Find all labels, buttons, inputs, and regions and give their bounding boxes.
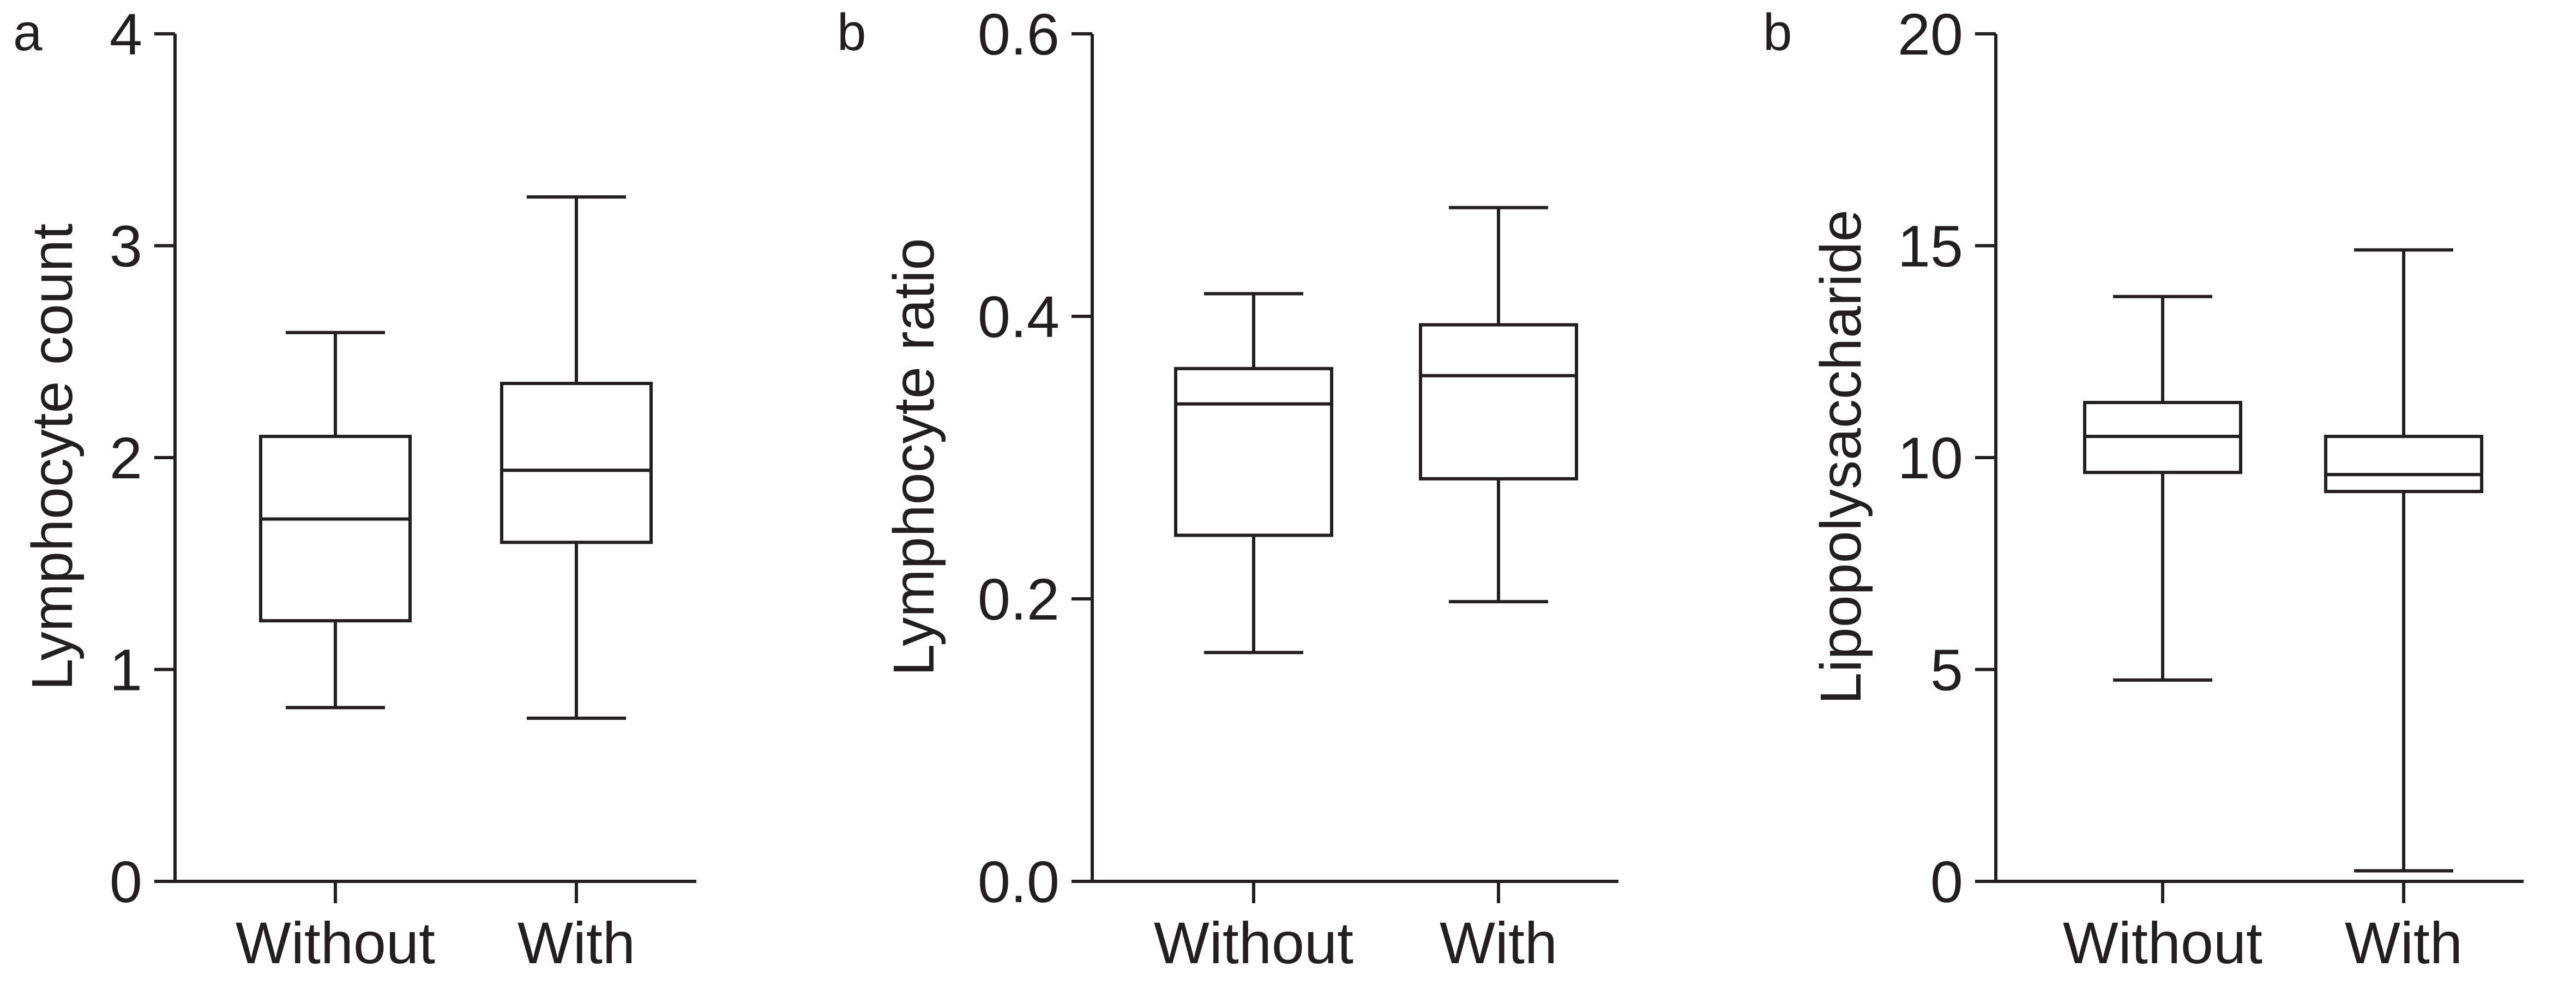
box-without — [259, 331, 412, 710]
y-tick-label: 0 — [110, 849, 142, 915]
iqr-box — [2324, 435, 2483, 494]
y-tick-label: 2 — [110, 425, 142, 491]
iqr-box — [1174, 367, 1333, 537]
panel-2: b 0.0 0.2 0.4 0.6 Lymphocyte ratio Without With — [837, 1, 1618, 976]
y-tick-label: 0.6 — [978, 1, 1060, 67]
y-tick-label: 0 — [1930, 849, 1963, 915]
panel-3: b 0 5 10 15 20 Lipopolysaccharide Without With — [1763, 1, 2524, 976]
x-category-label: Without — [236, 910, 435, 976]
x-category-label: With — [2345, 910, 2463, 976]
x-category-label: With — [517, 910, 635, 976]
box-with — [500, 195, 653, 720]
box-without — [2083, 295, 2242, 682]
y-axis-title: Lipopolysaccharide — [1809, 209, 1873, 704]
box-without — [1174, 292, 1333, 654]
y-tick-label: 20 — [1898, 1, 1963, 67]
box-with — [1419, 206, 1578, 604]
x-category-label: Without — [2063, 910, 2262, 976]
y-tick-label: 0.4 — [978, 284, 1060, 350]
y-tick-label: 0.0 — [978, 849, 1060, 915]
x-category-label: With — [1440, 910, 1557, 976]
y-tick-label: 5 — [1930, 637, 1963, 703]
y-tick-label: 1 — [110, 637, 142, 703]
box-with — [2324, 248, 2483, 873]
y-tick-label: 10 — [1898, 425, 1963, 491]
y-tick-label: 3 — [110, 213, 142, 279]
iqr-box — [1419, 323, 1578, 481]
panel-label: a — [13, 3, 43, 62]
panel-label: b — [1763, 3, 1792, 62]
x-category-label: Without — [1154, 910, 1353, 976]
y-tick-label: 0.2 — [978, 566, 1060, 632]
y-tick-label: 4 — [110, 1, 142, 67]
panel-label: b — [837, 3, 866, 62]
y-tick-label: 15 — [1898, 213, 1963, 279]
iqr-box — [500, 382, 653, 544]
iqr-box — [259, 435, 412, 623]
y-axis-title: Lymphocyte count — [20, 224, 85, 690]
y-axis-title: Lymphocyte ratio — [882, 238, 946, 676]
panel-1: a 0 1 2 3 4 Lymphocyte count Without With — [13, 1, 696, 976]
